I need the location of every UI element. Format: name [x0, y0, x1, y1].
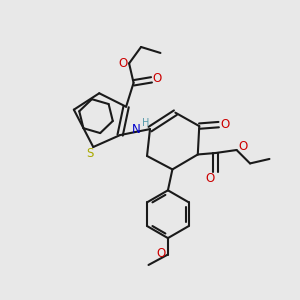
Text: S: S [86, 147, 93, 160]
Text: O: O [238, 140, 247, 153]
Text: O: O [206, 172, 215, 185]
Text: N: N [132, 123, 141, 136]
Text: O: O [157, 247, 166, 260]
Text: O: O [118, 57, 128, 70]
Text: O: O [153, 72, 162, 85]
Text: O: O [220, 118, 229, 131]
Text: H: H [142, 118, 149, 128]
